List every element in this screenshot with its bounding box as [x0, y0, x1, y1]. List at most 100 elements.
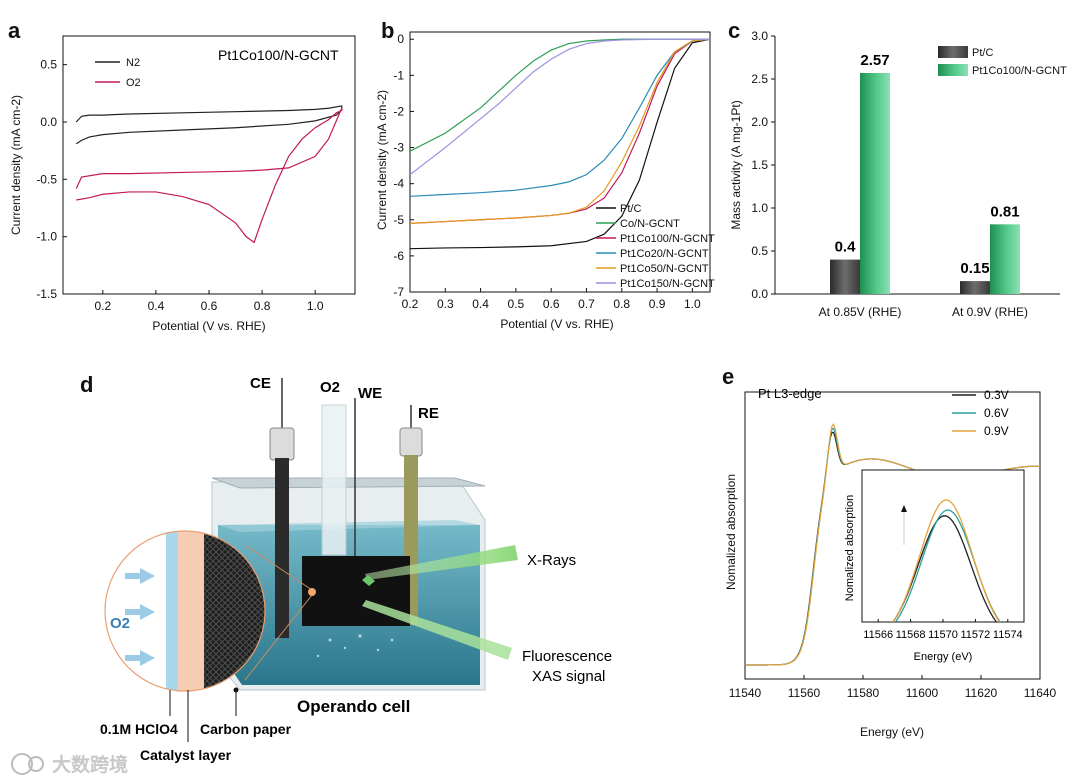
panel-b-xtick-label: 1.0 [684, 297, 701, 311]
zoom-circle [105, 531, 265, 691]
panel-b-xtick-label: 0.9 [649, 297, 666, 311]
ce-electrode [275, 458, 289, 638]
zoom-origin-dot [308, 588, 316, 596]
bubbles [316, 634, 394, 658]
zoom-circle-border [104, 530, 266, 692]
panel-a-legend-label: O2 [126, 77, 141, 89]
panel-a-ytick-label: 0.0 [40, 115, 57, 129]
xray-arrowhead [362, 575, 375, 586]
label-we: WE [358, 385, 382, 402]
ce-cap [269, 427, 295, 461]
panel-b-ytick-label: -2 [393, 104, 404, 118]
panel-b-xtick-label: 0.4 [472, 297, 489, 311]
panel-b-legend-label: Pt/C [620, 203, 641, 215]
panel-b-xtick-label: 0.2 [402, 297, 419, 311]
panel-c-legend-swatch [938, 64, 968, 76]
panel-c-legend-label: Pt/C [972, 47, 993, 59]
panel-b-legend-label: Pt1Co20/N-GCNT [620, 248, 709, 260]
panel-b-series-line [410, 38, 710, 152]
panel-a-xtick-label: 1.0 [307, 299, 324, 313]
panel-a-cv-chart: 0.2 0.4 0.6 0.8 1.0 0.5 0.0 -0.5 -1.0 -1.5 Poten… [9, 35, 356, 333]
xray-beam [365, 545, 518, 580]
panel-a-ylabel: Current density (mA cm-2) [9, 95, 23, 235]
panel-e-xanes-chart: 11540 11560 11580 11600 11620 11640 Energy (e… [724, 386, 1057, 739]
label-catalyst-layer: Catalyst layer [140, 747, 232, 763]
panel-a-xtick-label: 0.6 [201, 299, 218, 313]
panel-c-legend-swatch [938, 46, 968, 58]
panel-e-annotation: Pt L3-edge [758, 386, 822, 401]
panel-a-xlabel: Potential (V vs. RHE) [152, 319, 265, 333]
panel-b-series-line [410, 38, 710, 250]
inset-series-line [892, 515, 998, 622]
panel-e-xtick-label: 11620 [965, 686, 998, 700]
label-carbon-paper: Carbon paper [200, 721, 292, 737]
panel-a-ytick-label: -0.5 [36, 172, 57, 186]
panel-c-category-label: At 0.9V (RHE) [952, 305, 1028, 319]
panel-c-bar [830, 259, 860, 294]
panel-b-series-line [410, 38, 710, 224]
panel-e-xlabel: Energy (eV) [860, 725, 924, 739]
panel-b-ytick-label: -5 [393, 213, 404, 227]
panel-b-legend-label: Pt1Co100/N-GCNT [620, 233, 715, 245]
panel-b-series-line [410, 38, 710, 176]
panel-label-d: d [80, 372, 93, 397]
panel-b-frame [409, 31, 711, 293]
panel-e-xtick-label: 11600 [906, 686, 939, 700]
panel-e-legend-label: 0.9V [984, 424, 1009, 438]
pointer-dot [233, 687, 239, 693]
panel-c-legend-label: Pt1Co100/N-GCNT [972, 65, 1067, 77]
panel-a-ytick-label: -1.0 [36, 230, 57, 244]
panel-b-xtick-label: 0.3 [437, 297, 454, 311]
zoom-connector-top [244, 544, 313, 591]
panel-a-ytick-label: 0.5 [40, 58, 57, 72]
inset-xtick-label: 11568 [896, 629, 926, 641]
panel-e-xtick-label: 11560 [788, 686, 821, 700]
panel-e-ylabel: Nomalized absorption [724, 474, 738, 590]
inset-xtick-label: 11566 [863, 629, 893, 641]
inset-xtick-label: 11574 [993, 629, 1023, 641]
panel-a-series-line [75, 108, 343, 244]
panel-c-ytick-label: 0.0 [751, 287, 768, 301]
inset-xtick-label: 11572 [961, 629, 991, 641]
label-o2: O2 [320, 379, 340, 396]
panel-c-bar [860, 72, 890, 294]
panel-b-series-line [410, 38, 710, 197]
label-xrays: X-Rays [527, 552, 576, 569]
panel-b-xtick-label: 0.5 [508, 297, 525, 311]
panel-c-bar-value: 0.15 [960, 260, 989, 277]
panel-b-xtick-label: 0.8 [613, 297, 630, 311]
watermark: 大数跨境 [11, 753, 128, 776]
panel-e-xtick-label: 11580 [847, 686, 880, 700]
panel-d-operando-cell-diagram: CE O2 WE RE X-Rays Fluorescence XAS sign… [100, 375, 612, 763]
panel-b-ytick-label: -4 [393, 177, 404, 191]
panel-c-ytick-label: 2.5 [751, 72, 768, 86]
panel-b-legend-label: Pt1Co150/N-GCNT [620, 278, 715, 290]
cell-lid [211, 477, 486, 489]
panel-b-ytick-label: -6 [393, 249, 404, 263]
panel-b-lsv-chart: 0.2 0.3 0.4 0.5 0.6 0.7 0.8 0.9 1.0 0 -1 -2 -3 -4 -5 -… [375, 31, 715, 331]
panel-c-ytick-label: 1.5 [751, 158, 768, 172]
panel-a-series-line [75, 105, 343, 145]
panel-e-legend-label: 0.3V [984, 388, 1009, 402]
inset-xlabel: Energy (eV) [914, 651, 973, 663]
watermark-text: 大数跨境 [52, 753, 128, 776]
panel-b-ytick-label: -7 [393, 285, 404, 299]
panel-a-frame [62, 35, 356, 295]
label-fluorescence: Fluorescence [522, 648, 612, 665]
inset-xtick-label: 11570 [928, 629, 958, 641]
panel-e-frame [744, 391, 1041, 680]
fluorescence-beam [362, 600, 512, 660]
panel-label-e: e [722, 364, 734, 389]
panel-a-annotation: Pt1Co100/N-GCNT [218, 47, 339, 63]
panel-b-ytick-label: 0 [397, 32, 404, 46]
panel-c-bar [990, 224, 1020, 294]
label-operando-cell: Operando cell [297, 697, 410, 716]
panel-c-ylabel: Mass activity (A mg-1Pt) [729, 100, 743, 229]
panel-b-xtick-label: 0.7 [578, 297, 595, 311]
panel-a-ytick-label: -1.5 [36, 287, 57, 301]
panel-c-bar-value: 2.57 [860, 52, 889, 69]
label-xas-signal: XAS signal [532, 668, 605, 685]
panel-e-xtick-label: 11640 [1024, 686, 1057, 700]
label-electrolyte: 0.1M HClO4 [100, 721, 178, 737]
panel-c-bar-value: 0.4 [835, 239, 857, 256]
